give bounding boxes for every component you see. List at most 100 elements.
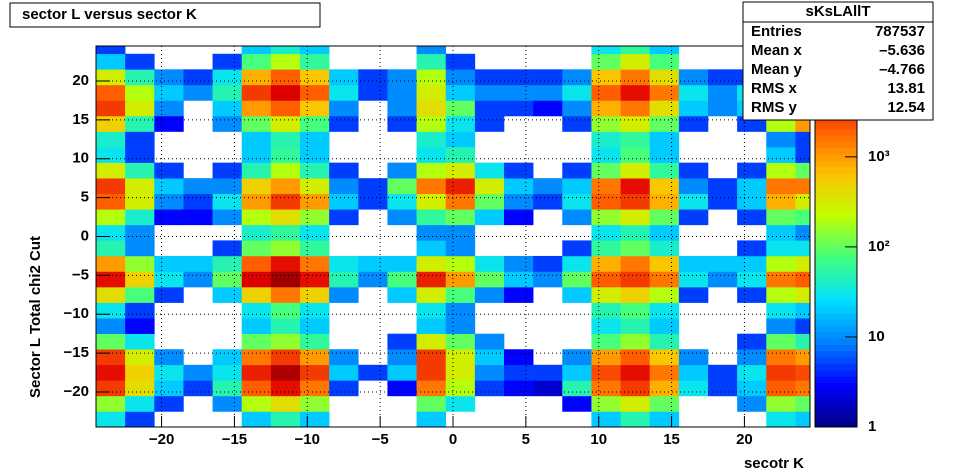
heatmap-cell (678, 193, 709, 210)
heatmap-cell (212, 255, 243, 272)
heatmap-cell (125, 395, 155, 412)
heatmap-cell (475, 132, 504, 148)
heatmap-cell (737, 380, 767, 397)
heatmap-cell (766, 209, 796, 226)
heatmap-cell (96, 271, 126, 288)
heatmap-cell (387, 364, 417, 381)
palette-step (815, 153, 857, 161)
heatmap-cell (183, 287, 212, 303)
heatmap-cell (678, 115, 709, 132)
heatmap-cell (329, 240, 358, 256)
heatmap-cell (358, 46, 387, 54)
heatmap-cell (241, 287, 272, 303)
heatmap-cell (708, 225, 737, 241)
heatmap-cell (270, 178, 301, 195)
heatmap-cell (96, 349, 126, 366)
heatmap-cell (533, 178, 563, 195)
heatmap-cell (620, 411, 651, 428)
heatmap-cell (329, 178, 359, 195)
heatmap-cell (737, 395, 767, 412)
palette-step (815, 344, 857, 352)
heatmap-cell (562, 225, 591, 241)
heatmap-cell (445, 271, 476, 288)
heatmap-cell (387, 255, 417, 272)
heatmap-cell (474, 178, 505, 195)
stats-value: 13.81 (887, 80, 925, 97)
heatmap-cell (504, 318, 533, 334)
heatmap-cell (154, 318, 183, 334)
heatmap-cell (300, 224, 330, 241)
x-tick-label: −10 (295, 431, 320, 448)
heatmap-cell (737, 287, 767, 303)
heatmap-cell (533, 100, 563, 117)
heatmap-cell (504, 396, 533, 412)
y-tick-label: −15 (64, 344, 89, 361)
heatmap-cell (504, 240, 533, 256)
heatmap-cell (329, 303, 358, 319)
heatmap-cell (300, 53, 330, 70)
heatmap-cell (591, 147, 621, 163)
heatmap-cell (241, 115, 272, 132)
heatmap-cell (387, 54, 416, 70)
heatmap-cell (475, 396, 504, 412)
heatmap-cell (533, 240, 562, 256)
heatmap-cell (125, 193, 155, 210)
heatmap-cell (154, 193, 184, 210)
heatmap-cell (737, 364, 767, 381)
heatmap-cell (96, 84, 126, 101)
heatmap-cell (445, 333, 476, 350)
heatmap-cell (445, 193, 476, 210)
heatmap-cell (416, 100, 447, 117)
heatmap-cell (708, 54, 737, 70)
heatmap-cell (708, 46, 737, 54)
heatmap-cell (678, 255, 709, 272)
heatmap-cell (358, 54, 387, 70)
heatmap-cell (562, 84, 592, 101)
palette-step (815, 173, 857, 180)
heatmap-cell (475, 303, 504, 319)
heatmap-cell (766, 193, 796, 210)
heatmap-cell (474, 84, 505, 101)
heatmap-cell (270, 224, 301, 241)
heatmap-cell (562, 209, 592, 226)
heatmap-cell (241, 302, 272, 319)
heatmap-cell (591, 271, 621, 288)
heatmap-cell (474, 100, 505, 117)
heatmap-cell (358, 334, 387, 350)
y-tick-label: −10 (64, 305, 89, 322)
heatmap-cell (270, 333, 301, 350)
heatmap-cell (708, 271, 738, 288)
heatmap-cell (620, 395, 651, 412)
heatmap-cell (562, 69, 592, 86)
heatmap-cell (445, 224, 476, 241)
heatmap-cell (591, 240, 621, 257)
heatmap-cell (562, 380, 592, 397)
heatmap-cell (533, 46, 562, 54)
heatmap-cell (387, 46, 416, 54)
heatmap-cell (212, 380, 243, 397)
heatmap-cell (504, 225, 533, 241)
heatmap-cell (241, 411, 272, 428)
heatmap-cell (562, 287, 592, 303)
palette-step (815, 268, 857, 276)
heatmap-cell (416, 69, 447, 86)
heatmap-cell (96, 100, 126, 117)
y-tick-label: 0 (81, 227, 89, 244)
heatmap-cell (329, 271, 359, 288)
heatmap-cell (504, 69, 534, 86)
y-tick-label: 20 (72, 72, 89, 89)
heatmap-cell (329, 147, 358, 163)
heatmap-cell (620, 115, 651, 132)
heatmap-cell (387, 271, 417, 288)
title-box (9, 2, 321, 28)
heatmap-cell (416, 209, 447, 226)
heatmap-cell (183, 334, 212, 350)
heatmap-cell (183, 69, 213, 86)
heatmap-cell (125, 100, 155, 117)
heatmap-cell (387, 69, 417, 86)
heatmap-cell (504, 46, 533, 54)
heatmap-cell (96, 224, 126, 241)
heatmap-cell (737, 193, 767, 210)
heatmap-cell (329, 396, 358, 412)
heatmap-cell (154, 364, 184, 381)
